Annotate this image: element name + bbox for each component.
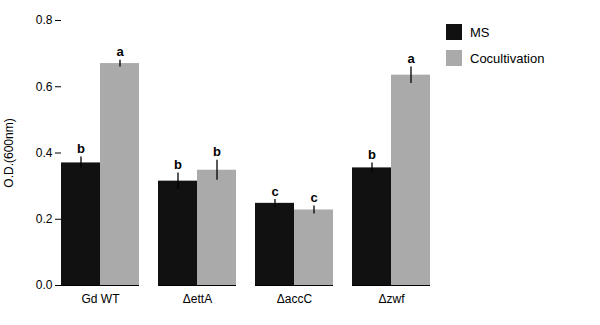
svg-text:b: b bbox=[213, 144, 221, 159]
svg-text:b: b bbox=[174, 157, 182, 172]
svg-text:a: a bbox=[407, 51, 415, 66]
svg-text:0.4: 0.4 bbox=[36, 146, 53, 160]
svg-text:b: b bbox=[368, 147, 376, 162]
svg-text:Δzwf: Δzwf bbox=[378, 292, 405, 306]
svg-text:b: b bbox=[77, 141, 85, 156]
svg-text:0.0: 0.0 bbox=[36, 278, 53, 292]
html-text:MS: MS bbox=[470, 24, 490, 40]
svg-text:ΔettA: ΔettA bbox=[183, 292, 212, 306]
svg-text:O.D.(600nm): O.D.(600nm) bbox=[2, 118, 16, 187]
svg-text:Gd WT: Gd WT bbox=[82, 292, 121, 306]
svg-text:a: a bbox=[116, 44, 124, 59]
svg-text:c: c bbox=[310, 190, 317, 205]
svg-text:0.6: 0.6 bbox=[36, 80, 53, 94]
svg-text:0.2: 0.2 bbox=[36, 212, 53, 226]
html-text:Cocultivation: Cocultivation bbox=[470, 50, 545, 66]
svg-text:0.8: 0.8 bbox=[36, 13, 53, 27]
svg-text:ΔaccC: ΔaccC bbox=[277, 292, 313, 306]
svg-text:c: c bbox=[271, 184, 278, 199]
